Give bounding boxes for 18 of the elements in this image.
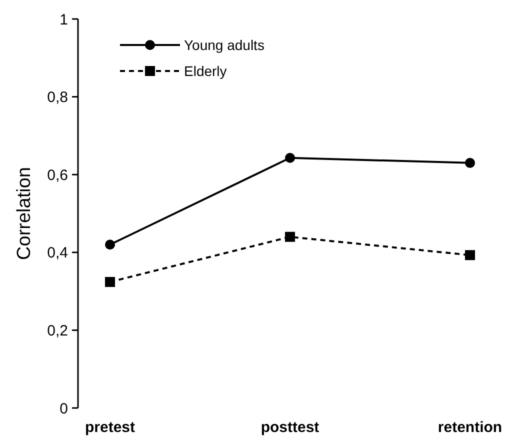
y-tick-label: 0,2 [47,322,68,340]
legend-label: Elderly [184,62,227,79]
y-tick-label: 0,8 [47,89,68,106]
y-tick-label: 0 [60,400,68,418]
point [105,240,115,250]
point [285,232,295,242]
point [105,276,115,287]
x-tick-label: pretest [84,419,136,436]
legend-label: Young adults [184,36,264,53]
point [285,152,295,163]
x-tick-label: retention [438,419,502,436]
point [465,250,475,260]
x-tick-label: posttest [260,419,320,436]
y-tick-label: 0,6 [47,166,68,184]
y-tick-label: 1 [60,11,68,28]
point [465,158,475,168]
y-axis-title: Correlation [14,167,35,260]
y-tick-label: 0,4 [47,244,68,262]
